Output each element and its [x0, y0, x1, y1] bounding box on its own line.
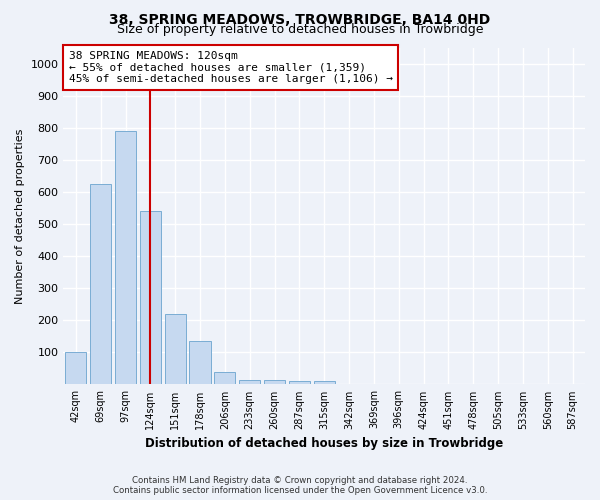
Bar [90, 184, 111, 384]
Text: 38 SPRING MEADOWS: 120sqm
← 55% of detached houses are smaller (1,359)
45% of se: 38 SPRING MEADOWS: 120sqm ← 55% of detac… [68, 51, 392, 84]
Text: 38, SPRING MEADOWS, TROWBRIDGE, BA14 0HD: 38, SPRING MEADOWS, TROWBRIDGE, BA14 0HD [109, 12, 491, 26]
Y-axis label: Number of detached properties: Number of detached properties [15, 128, 25, 304]
X-axis label: Distribution of detached houses by size in Trowbridge: Distribution of detached houses by size … [145, 437, 503, 450]
Bar [65, 352, 86, 384]
Bar [190, 341, 211, 384]
Bar [214, 372, 235, 384]
Text: Contains HM Land Registry data © Crown copyright and database right 2024.
Contai: Contains HM Land Registry data © Crown c… [113, 476, 487, 495]
Bar [239, 380, 260, 384]
Text: Size of property relative to detached houses in Trowbridge: Size of property relative to detached ho… [117, 22, 483, 36]
Bar [289, 381, 310, 384]
Bar [115, 131, 136, 384]
Bar [264, 380, 285, 384]
Bar [164, 314, 186, 384]
Bar [140, 211, 161, 384]
Bar [314, 381, 335, 384]
